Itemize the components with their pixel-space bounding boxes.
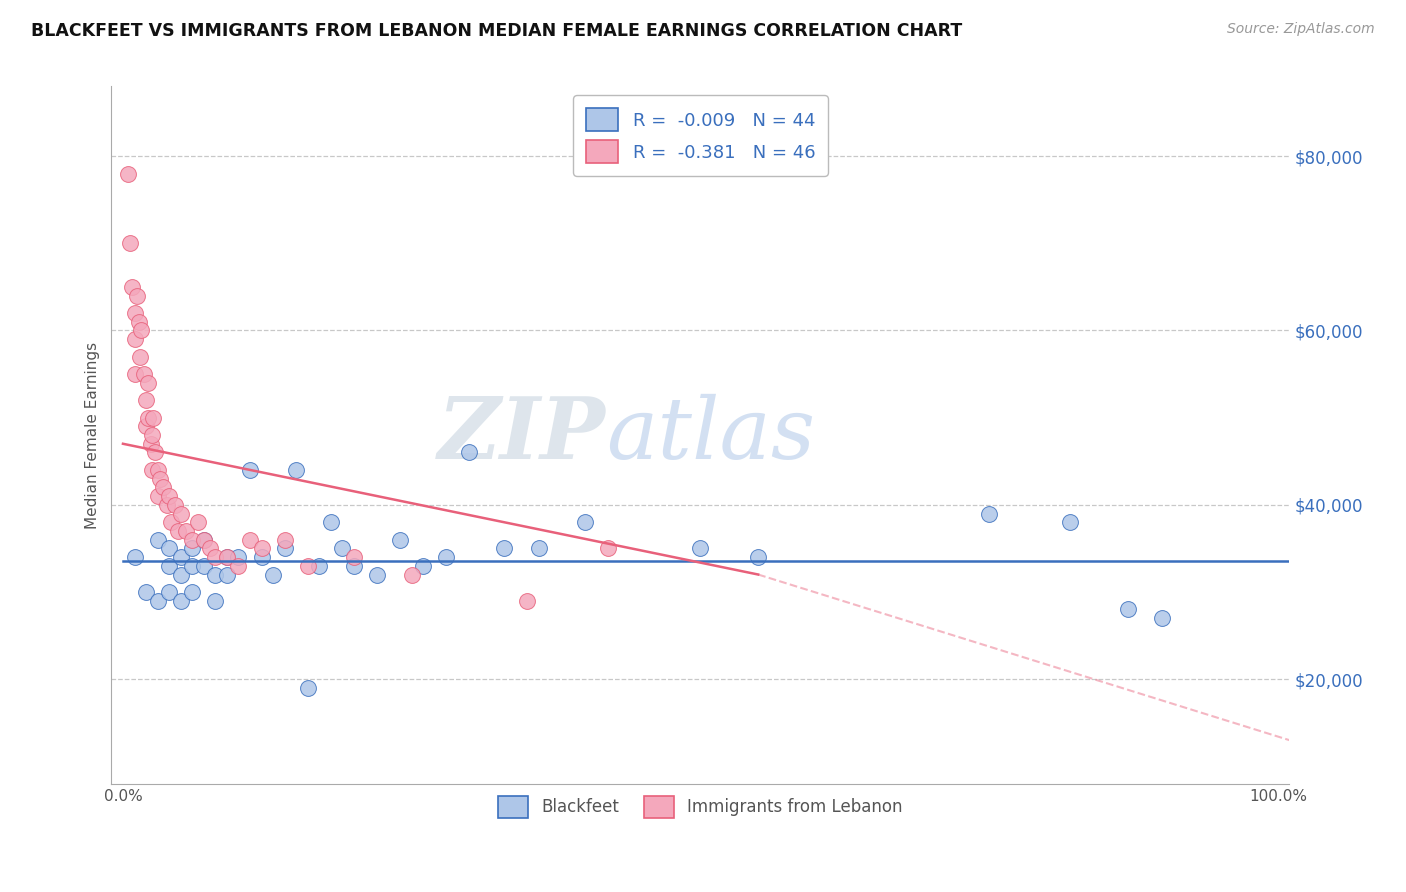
Point	[157, 558, 180, 573]
Point	[689, 541, 711, 556]
Point	[343, 558, 366, 573]
Point	[297, 681, 319, 695]
Point	[215, 567, 238, 582]
Point	[125, 288, 148, 302]
Point	[181, 558, 204, 573]
Point	[141, 463, 163, 477]
Point	[494, 541, 516, 556]
Point	[308, 558, 330, 573]
Point	[527, 541, 550, 556]
Text: BLACKFEET VS IMMIGRANTS FROM LEBANON MEDIAN FEMALE EARNINGS CORRELATION CHART: BLACKFEET VS IMMIGRANTS FROM LEBANON MED…	[31, 22, 962, 40]
Point	[343, 550, 366, 565]
Point	[176, 524, 198, 538]
Point	[215, 550, 238, 565]
Point	[146, 463, 169, 477]
Point	[117, 167, 139, 181]
Point	[239, 463, 262, 477]
Point	[215, 550, 238, 565]
Point	[193, 558, 215, 573]
Point	[129, 350, 152, 364]
Point	[412, 558, 434, 573]
Point	[167, 524, 190, 538]
Point	[747, 550, 769, 565]
Point	[366, 567, 388, 582]
Point	[228, 558, 250, 573]
Point	[1059, 515, 1081, 529]
Y-axis label: Median Female Earnings: Median Female Earnings	[86, 342, 100, 529]
Point	[170, 550, 193, 565]
Point	[204, 593, 226, 607]
Point	[250, 550, 273, 565]
Point	[121, 280, 143, 294]
Point	[157, 585, 180, 599]
Point	[124, 550, 146, 565]
Point	[124, 367, 146, 381]
Point	[146, 489, 169, 503]
Point	[124, 306, 146, 320]
Point	[152, 480, 174, 494]
Point	[516, 593, 538, 607]
Point	[131, 323, 153, 337]
Point	[135, 419, 157, 434]
Point	[156, 498, 179, 512]
Point	[128, 315, 150, 329]
Point	[163, 498, 186, 512]
Point	[273, 533, 295, 547]
Point	[143, 445, 166, 459]
Point	[146, 593, 169, 607]
Point	[141, 428, 163, 442]
Point	[135, 585, 157, 599]
Point	[979, 507, 1001, 521]
Point	[142, 410, 165, 425]
Point	[157, 541, 180, 556]
Legend: Blackfeet, Immigrants from Lebanon: Blackfeet, Immigrants from Lebanon	[491, 789, 910, 824]
Point	[181, 585, 204, 599]
Point	[198, 541, 221, 556]
Point	[434, 550, 457, 565]
Point	[149, 472, 172, 486]
Point	[132, 367, 155, 381]
Point	[297, 558, 319, 573]
Point	[204, 550, 226, 565]
Point	[124, 332, 146, 346]
Point	[1116, 602, 1139, 616]
Point	[596, 541, 619, 556]
Point	[228, 550, 250, 565]
Point	[204, 567, 226, 582]
Point	[135, 393, 157, 408]
Point	[187, 515, 209, 529]
Point	[170, 567, 193, 582]
Point	[262, 567, 284, 582]
Point	[139, 436, 162, 450]
Point	[181, 533, 204, 547]
Point	[273, 541, 295, 556]
Point	[193, 533, 215, 547]
Point	[160, 515, 183, 529]
Point	[170, 507, 193, 521]
Text: atlas: atlas	[606, 393, 815, 476]
Point	[138, 376, 160, 390]
Point	[239, 533, 262, 547]
Point	[118, 236, 141, 251]
Point	[574, 515, 596, 529]
Point	[157, 489, 180, 503]
Text: Source: ZipAtlas.com: Source: ZipAtlas.com	[1227, 22, 1375, 37]
Point	[401, 567, 423, 582]
Point	[1152, 611, 1174, 625]
Point	[285, 463, 308, 477]
Point	[458, 445, 481, 459]
Point	[389, 533, 412, 547]
Point	[146, 533, 169, 547]
Point	[319, 515, 342, 529]
Point	[250, 541, 273, 556]
Point	[193, 533, 215, 547]
Text: ZIP: ZIP	[439, 393, 606, 477]
Point	[332, 541, 354, 556]
Point	[181, 541, 204, 556]
Point	[170, 593, 193, 607]
Point	[138, 410, 160, 425]
